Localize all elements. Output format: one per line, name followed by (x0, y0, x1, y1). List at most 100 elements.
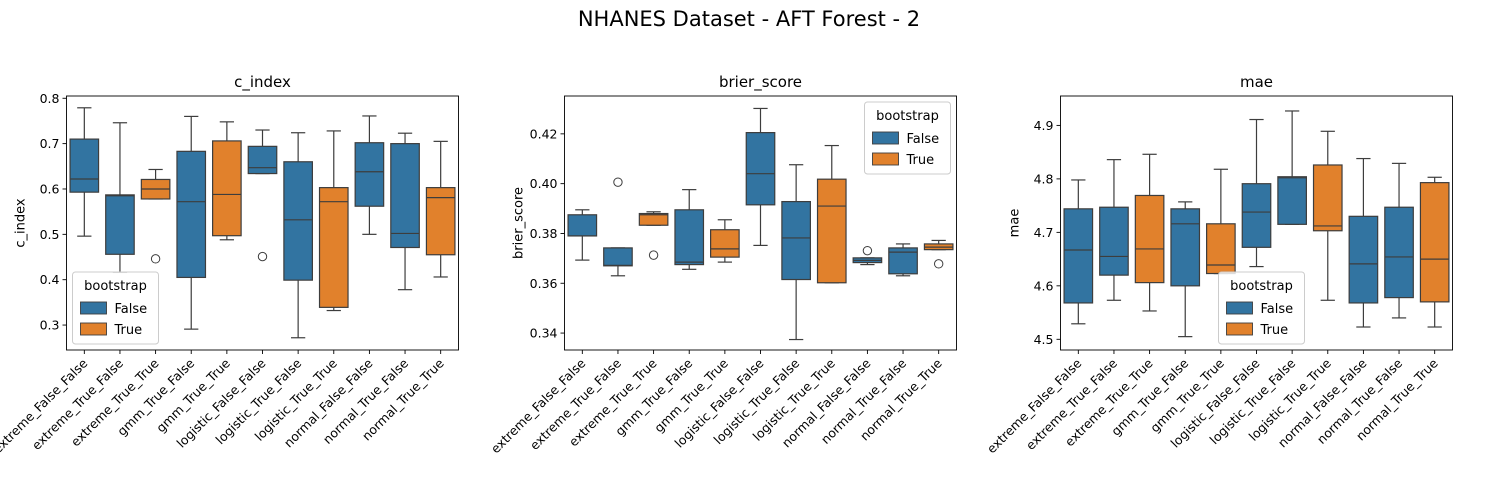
box-gmm-True-False (176, 115, 207, 330)
figure-title: NHANES Dataset - AFT Forest - 2 (578, 7, 920, 31)
axes-frame (66, 95, 459, 351)
box-logistic-True-False (283, 132, 313, 339)
y-axis-label: brier_score (512, 187, 527, 259)
legend-swatch-true (872, 152, 899, 166)
iqr-box (1348, 215, 1379, 304)
box-normal-False-False (852, 245, 883, 266)
y-tick-label: 0.8 (40, 91, 60, 106)
y-tick-label: 0.6 (40, 181, 60, 196)
y-tick-label: 0.7 (40, 136, 60, 151)
iqr-box (603, 247, 633, 267)
iqr-box (638, 212, 669, 226)
box-logistic-True-True (816, 144, 847, 284)
box-normal-False-False (354, 115, 385, 235)
box-normal-True-False (1384, 162, 1414, 319)
y-tick-label: 4.9 (1034, 118, 1054, 133)
legend-label-true: True (906, 153, 935, 168)
legend-title: bootstrap (876, 109, 939, 124)
outlier-point (150, 254, 161, 264)
box-logistic-True-True (1312, 130, 1343, 301)
outlier-point (862, 245, 873, 256)
box-extreme-True-True (638, 211, 669, 260)
legend-label-true: True (114, 323, 143, 338)
y-tick-label: 0.38 (530, 226, 558, 241)
y-tick-label: 0.40 (530, 176, 558, 191)
box-logistic-True-False (1277, 110, 1307, 225)
outlier-point (648, 250, 659, 260)
iqr-box (1241, 183, 1272, 248)
legend-label-false: False (907, 132, 940, 147)
box-logistic-False-False (1241, 118, 1272, 268)
box-extreme-True-False (603, 177, 633, 277)
legend-swatch-true (1226, 322, 1253, 336)
box-normal-True-True (1419, 176, 1450, 328)
box-normal-True-True (425, 140, 456, 278)
iqr-box (390, 143, 420, 249)
iqr-box (283, 161, 313, 281)
box-extreme-True-True (1134, 153, 1165, 312)
iqr-box (1063, 208, 1094, 304)
legend-title: bootstrap (84, 279, 147, 294)
iqr-box (1277, 176, 1307, 225)
iqr-box (745, 132, 776, 206)
iqr-box (176, 150, 207, 279)
legend-swatch-false (872, 131, 899, 145)
y-axis-label: mae (1008, 209, 1023, 238)
panel-title: mae (1240, 73, 1273, 91)
y-tick-label: 0.5 (40, 227, 60, 242)
legend-label-false: False (115, 302, 148, 317)
panel-title: c_index (234, 73, 291, 92)
box-gmm-True-True (710, 219, 740, 263)
iqr-box (567, 214, 598, 237)
box-extreme-False-False (69, 107, 100, 237)
legend-label-false: False (1261, 302, 1294, 317)
legend-swatch-false (80, 301, 107, 315)
y-tick-label: 4.7 (1034, 225, 1054, 240)
y-tick-label: 0.34 (530, 326, 558, 341)
iqr-box (212, 140, 242, 237)
box-logistic-False-False (247, 129, 278, 262)
iqr-box (425, 187, 456, 256)
iqr-box (1134, 194, 1165, 284)
iqr-box (1312, 164, 1343, 232)
box-normal-False-False (1348, 157, 1379, 328)
box-normal-True-True (923, 239, 954, 269)
panel-c-index: c_index0.30.40.50.60.70.8c_indexextreme_… (0, 73, 459, 456)
iqr-box (674, 209, 705, 266)
box-normal-True-False (390, 132, 420, 291)
box-gmm-True-False (674, 189, 705, 270)
box-normal-True-False (888, 243, 918, 277)
iqr-box (1170, 208, 1201, 287)
axes-frame (564, 95, 957, 351)
box-extreme-True-True (140, 168, 171, 264)
outlier-point (613, 177, 623, 187)
y-tick-label: 0.3 (40, 318, 60, 333)
iqr-box (354, 142, 385, 207)
iqr-box (1384, 206, 1414, 299)
box-extreme-False-False (567, 209, 598, 261)
iqr-box (1419, 182, 1450, 303)
box-logistic-True-True (318, 130, 349, 312)
box-gmm-True-True (212, 121, 242, 241)
iqr-box (1099, 206, 1129, 276)
axes-frame (1060, 95, 1453, 351)
panel-brier-score: brier_score 0.34 0.36 0.38 0.40 0.42 brier_sco… (488, 73, 957, 456)
iqr-box (1206, 223, 1236, 275)
outlier-point (257, 251, 268, 262)
legend-swatch-false (1226, 301, 1253, 315)
box-logistic-False-False (745, 107, 776, 247)
y-axis-label: c_index (14, 198, 29, 248)
iqr-box (247, 145, 278, 175)
iqr-box (105, 194, 135, 255)
y-tick-label: 0.36 (530, 276, 558, 291)
box-extreme-True-False (105, 122, 135, 274)
iqr-box (69, 138, 100, 193)
box-gmm-True-True (1206, 168, 1236, 275)
box-extreme-False-False (1063, 179, 1094, 325)
legend: bootstrap False True (864, 101, 951, 175)
y-tick-label: 0.4 (40, 272, 60, 287)
outlier-point (933, 259, 944, 269)
legend: bootstrap False True (72, 271, 159, 345)
legend-label-true: True (1260, 323, 1289, 338)
panel-title: brier_score (719, 73, 802, 92)
